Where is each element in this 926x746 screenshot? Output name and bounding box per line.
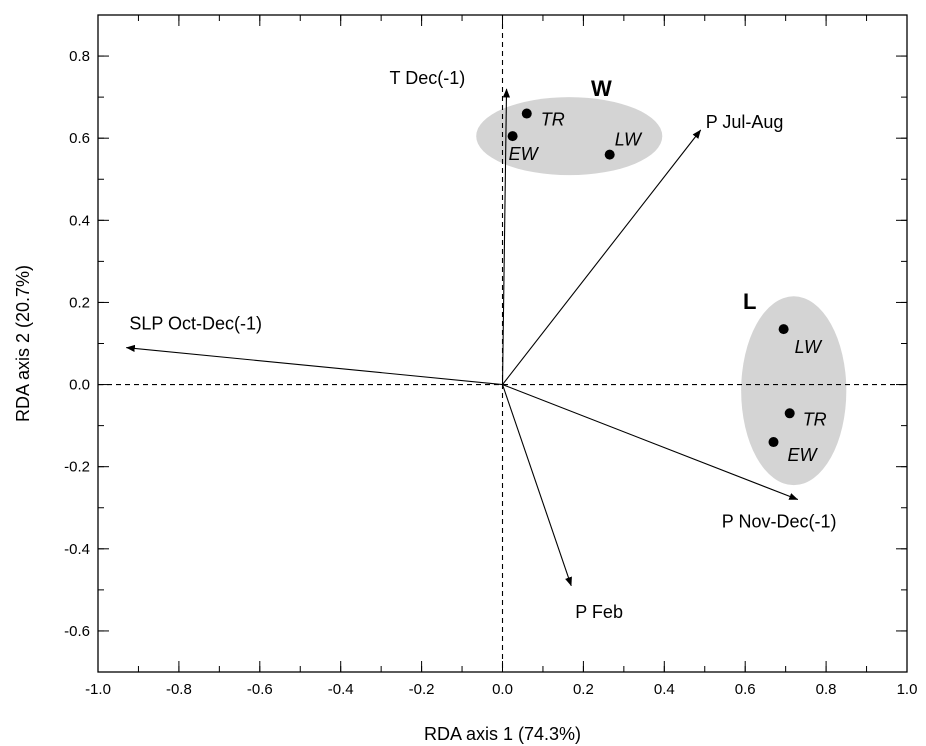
- point-l-tr: [784, 408, 795, 419]
- vector-label: T Dec(-1): [390, 68, 466, 88]
- y-tick-label: -0.2: [64, 459, 90, 476]
- vector-label: P Nov-Dec(-1): [722, 512, 837, 532]
- vector-arrow: [502, 129, 702, 385]
- vector-label: SLP Oct-Dec(-1): [129, 314, 262, 334]
- text-labels: T Dec(-1) P Jul-Aug SLP Oct-Dec(-1) P Nov-D…: [129, 68, 836, 622]
- x-tick-label: -0.6: [247, 681, 273, 698]
- group-ellipse-l: [741, 296, 847, 486]
- point-label: TR: [803, 409, 827, 429]
- x-tick-label: 0.6: [735, 681, 756, 698]
- y-tick-label: 0.0: [69, 377, 90, 394]
- response-points: [507, 108, 795, 448]
- point-w-lw: [604, 149, 615, 160]
- y-tick-label: 0.4: [69, 212, 90, 229]
- group-ellipse-w: [476, 97, 663, 176]
- x-tick-label: 0.0: [492, 681, 513, 698]
- point-label: EW: [788, 445, 819, 465]
- vector-arrow: [501, 88, 511, 385]
- group-label-l: L: [743, 289, 756, 314]
- axis-ticks: -1.0 -0.8 -0.6 -0.4 -0.2 0.0 0.2 0.4 0.6 0.8 1.0 -0…: [64, 14, 918, 698]
- point-l-ew: [768, 437, 779, 448]
- point-w-tr: [521, 108, 532, 119]
- point-label: LW: [615, 130, 643, 150]
- point-w-ew: [507, 131, 518, 142]
- x-tick-label: 0.4: [654, 681, 675, 698]
- y-tick-label: 0.8: [69, 48, 90, 65]
- x-tick-label: 0.8: [816, 681, 837, 698]
- environmental-vectors: [125, 88, 799, 587]
- y-tick-label: 0.6: [69, 130, 90, 147]
- vector-label: P Feb: [575, 602, 623, 622]
- group-label-w: W: [591, 76, 612, 101]
- x-tick-label: -0.2: [409, 681, 435, 698]
- x-axis-title: RDA axis 1 (74.3%): [424, 724, 581, 744]
- point-l-lw: [778, 324, 789, 335]
- y-tick-label: -0.6: [64, 623, 90, 640]
- x-tick-label: -0.4: [328, 681, 354, 698]
- point-label: TR: [541, 110, 565, 130]
- vector-arrow: [502, 384, 799, 501]
- y-tick-label: 0.2: [69, 294, 90, 311]
- x-tick-label: 1.0: [897, 681, 918, 698]
- group-ellipses: [476, 97, 847, 486]
- point-label: LW: [795, 337, 823, 357]
- x-tick-label: -0.8: [166, 681, 192, 698]
- reference-lines: [98, 15, 907, 672]
- x-tick-label: -1.0: [85, 681, 111, 698]
- vector-arrow: [501, 384, 572, 587]
- vector-label: P Jul-Aug: [706, 112, 784, 132]
- x-tick-label: 0.2: [573, 681, 594, 698]
- y-axis-title: RDA axis 2 (20.7%): [13, 265, 33, 422]
- y-tick-label: -0.4: [64, 541, 90, 558]
- point-label: EW: [509, 144, 540, 164]
- vector-arrow: [125, 344, 503, 386]
